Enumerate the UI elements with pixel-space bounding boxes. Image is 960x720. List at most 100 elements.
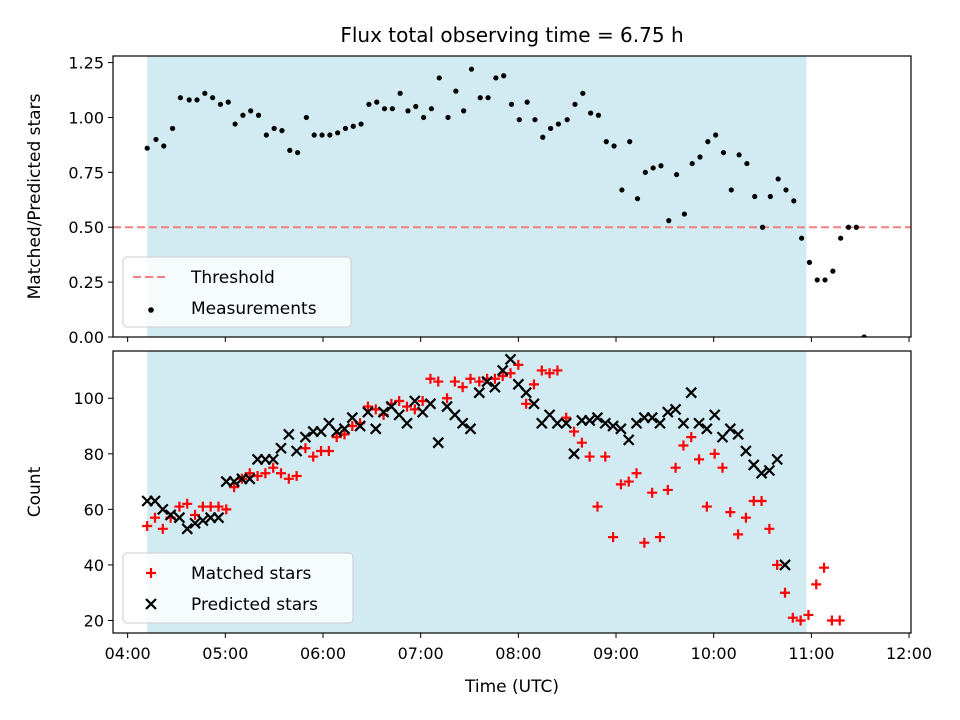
x-tick-label: 09:00 — [593, 644, 639, 663]
x-axis-label: Time (UTC) — [464, 677, 559, 697]
predicted-star-point — [456, 417, 469, 430]
matched-star-point — [623, 476, 634, 487]
measurement-point — [319, 132, 325, 138]
predicted-star-point — [409, 395, 421, 407]
measurement-point — [493, 75, 499, 81]
matched-star-point — [497, 371, 508, 382]
measurement-point — [728, 187, 734, 193]
legend-box — [122, 552, 354, 624]
measurement-point — [501, 73, 507, 79]
y-tick-label: 100 — [73, 389, 104, 408]
matched-star-point — [631, 468, 642, 479]
measurement-point — [666, 218, 672, 224]
matched-star-point — [787, 612, 798, 623]
matched-star-point — [347, 421, 358, 432]
matched-star-point — [402, 401, 412, 412]
y-tick-label: 40 — [84, 556, 104, 575]
matched-star-point — [339, 429, 350, 440]
measurement-point — [861, 334, 867, 337]
predicted-star-point — [243, 473, 256, 485]
predicted-star-point — [189, 517, 201, 530]
matched-star-point — [811, 579, 822, 590]
matched-star-point — [521, 398, 532, 409]
predicted-star-point — [732, 428, 744, 441]
matched-star-point — [615, 479, 626, 490]
matched-star-point — [489, 373, 500, 384]
measurement-point — [619, 187, 625, 193]
measurement-point — [838, 235, 844, 241]
matched-star-point — [678, 440, 689, 451]
matched-star-point — [561, 412, 572, 423]
measurement-point — [335, 130, 341, 136]
measurement-point — [783, 187, 789, 193]
y-axis-label: Matched/Predicted stars — [25, 93, 45, 299]
matched-star-point — [505, 368, 516, 379]
axes-frame — [112, 55, 912, 338]
measurement-point — [255, 112, 262, 118]
legend: Matched stars Predicted stars — [122, 552, 354, 624]
measurement-point — [287, 147, 293, 153]
measurement-point — [595, 112, 602, 118]
predicted-star-point — [685, 386, 698, 399]
axes-frame — [112, 350, 912, 634]
measurement-point — [713, 132, 719, 138]
predicted-star-point — [197, 514, 209, 527]
matched-star-point — [394, 396, 405, 407]
matched-star-point — [528, 379, 539, 390]
x-tick-label: 04:00 — [105, 644, 151, 663]
matched-star-point — [819, 562, 830, 573]
predicted-star-point — [481, 375, 493, 388]
y-tick-label: 60 — [84, 500, 104, 519]
predicted-star-point — [299, 431, 312, 443]
measurement-point — [580, 90, 586, 96]
y-tick-label: 1.25 — [68, 54, 104, 73]
measurement-point — [673, 171, 680, 178]
predicted-star-point — [275, 442, 287, 455]
measurement-point — [232, 121, 238, 127]
measurement-point — [814, 277, 820, 283]
x-tick-label: 11:00 — [788, 644, 834, 663]
predicted-star-point — [496, 364, 509, 377]
plot-area — [113, 66, 911, 337]
measurement-point — [532, 117, 538, 123]
measurement-point — [421, 114, 427, 121]
measurement-point — [775, 176, 781, 182]
measurement-point — [177, 95, 183, 101]
matched-star-point — [654, 532, 665, 543]
measurement-point — [279, 128, 285, 134]
matched-star-point — [536, 365, 547, 376]
predicted-star-point — [164, 509, 177, 521]
measurement-point — [217, 101, 224, 107]
matched-star-point — [457, 382, 468, 393]
predicted-star-point — [755, 467, 768, 480]
matched-star-point — [425, 373, 436, 384]
predicted-star-point — [401, 417, 413, 430]
measurement-point — [468, 66, 475, 72]
matched-star-point — [362, 401, 373, 412]
measurement-point — [705, 139, 711, 145]
matched-star-point — [803, 609, 814, 620]
matched-star-point — [442, 393, 453, 404]
matched-star-point — [300, 443, 311, 454]
legend-label: Predicted stars — [191, 595, 318, 615]
predicted-star-point — [338, 423, 351, 435]
measurement-point — [555, 121, 561, 127]
predicted-star-point — [354, 420, 366, 432]
matched-star-point — [308, 451, 319, 462]
measurement-point — [540, 134, 546, 140]
measurement-point — [853, 224, 859, 230]
matched-star-point — [686, 432, 697, 443]
measurement-point — [453, 88, 459, 94]
measurement-point — [588, 110, 594, 116]
predicted-star-point — [662, 406, 674, 418]
measurement-point — [153, 136, 159, 143]
matched-star-point — [260, 468, 271, 479]
measurement-point — [413, 103, 419, 110]
matched-star-point — [213, 501, 224, 512]
predicted-star-point — [369, 423, 382, 435]
measurement-point — [461, 108, 467, 114]
predicted-star-point — [693, 417, 705, 430]
matched-star-point — [544, 368, 555, 379]
measurement-point — [627, 139, 633, 145]
matched-star-point — [780, 587, 790, 598]
